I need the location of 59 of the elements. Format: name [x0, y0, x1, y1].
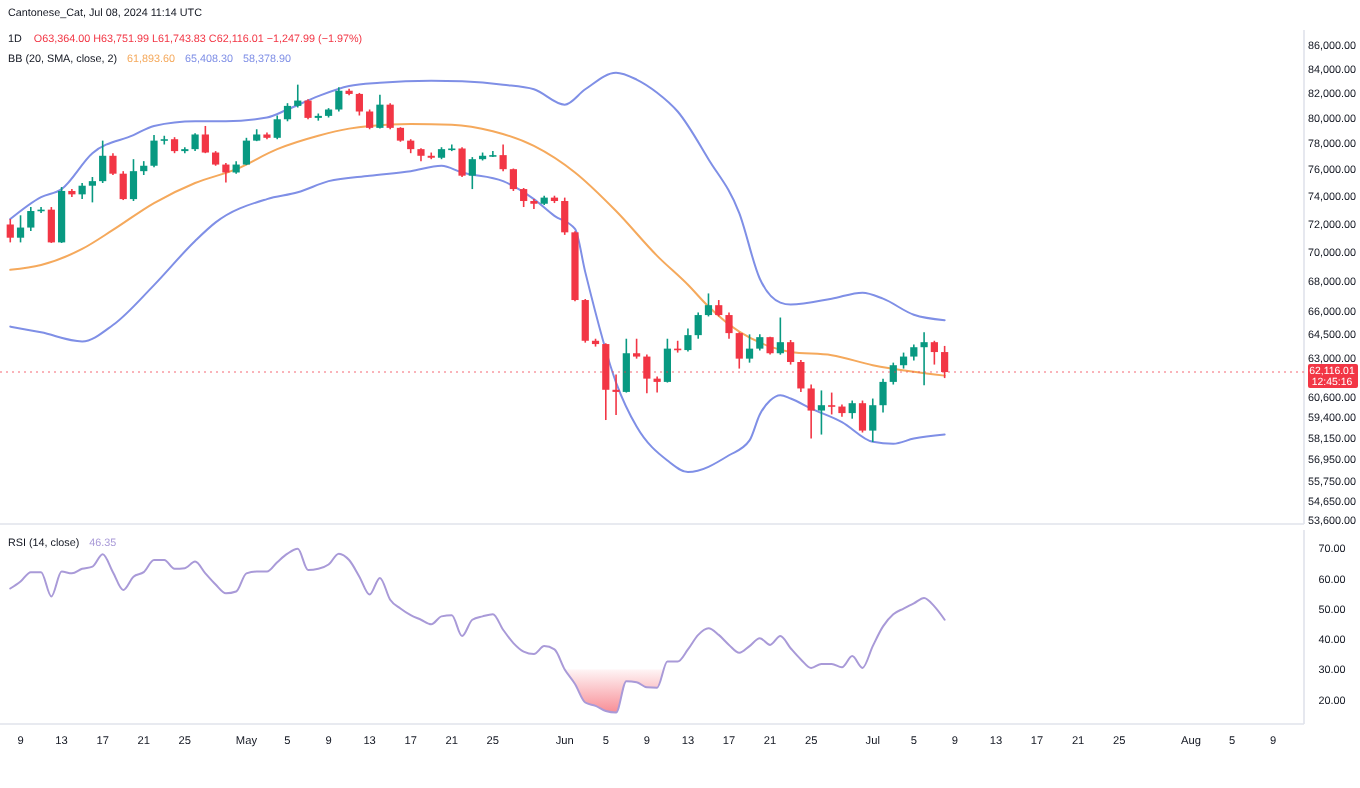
candlestick	[663, 337, 671, 384]
candlestick	[787, 339, 795, 366]
line-series	[9, 122, 946, 377]
candlestick	[612, 373, 620, 416]
candlestick	[119, 170, 127, 201]
candlestick	[828, 391, 836, 416]
candlestick	[99, 139, 107, 184]
candlestick	[941, 345, 949, 379]
candlestick	[807, 383, 815, 440]
candlestick	[684, 327, 692, 353]
candlestick	[879, 377, 887, 414]
candlestick	[622, 337, 630, 394]
line-series	[9, 164, 946, 474]
candlestick	[386, 102, 394, 131]
candlestick	[869, 397, 877, 443]
candlestick	[581, 298, 589, 344]
candlestick	[88, 176, 97, 204]
candlestick	[499, 143, 507, 172]
candlestick	[6, 218, 14, 244]
line-series	[9, 71, 946, 322]
candlestick	[858, 399, 867, 434]
candlestick	[283, 102, 292, 123]
candlestick	[817, 389, 826, 436]
candlestick	[304, 98, 312, 121]
candlestick	[201, 125, 209, 154]
candlestick	[129, 158, 138, 202]
candlestick	[735, 331, 743, 370]
candlestick	[602, 342, 610, 421]
candlestick	[27, 206, 35, 232]
candlestick	[725, 311, 733, 340]
candlestick	[653, 375, 661, 394]
candlestick	[848, 399, 856, 420]
candlestick	[930, 339, 938, 366]
candlestick	[355, 92, 363, 117]
candlestick	[889, 361, 897, 386]
candlestick	[458, 146, 466, 178]
candlestick	[376, 93, 384, 130]
candlestick	[797, 359, 805, 393]
candlestick	[745, 333, 754, 364]
candlestick	[366, 108, 374, 131]
candlestick	[16, 214, 25, 244]
candlestick	[273, 114, 281, 141]
candlestick	[109, 152, 117, 176]
candlestick	[704, 292, 713, 318]
line-series	[9, 547, 946, 714]
candlestick	[776, 316, 784, 356]
candlestick	[242, 137, 251, 166]
candlestick	[150, 134, 158, 168]
candlestick	[47, 206, 55, 244]
candlestick	[335, 86, 343, 113]
candlestick	[920, 331, 928, 386]
candlestick	[468, 156, 476, 190]
candlestick	[643, 353, 651, 395]
candlestick	[694, 311, 702, 340]
candlestick	[561, 196, 569, 236]
candlestick	[294, 83, 302, 109]
candlestick	[314, 112, 322, 122]
candlestick	[633, 337, 641, 360]
candlestick	[520, 187, 528, 208]
